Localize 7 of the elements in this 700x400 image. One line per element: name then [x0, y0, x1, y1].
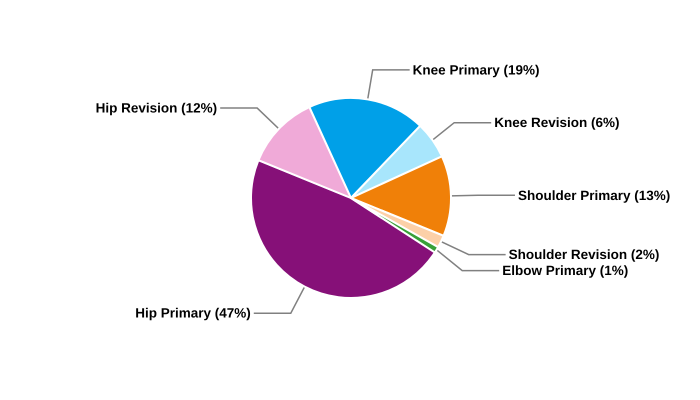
slice-label: Hip Revision (12%)	[96, 100, 218, 116]
slice-label: Elbow Primary (1%)	[502, 263, 628, 278]
slice-label: Knee Primary (19%)	[412, 62, 540, 78]
slice-label: Knee Revision (6%)	[494, 115, 620, 130]
slice-label: Shoulder Revision (2%)	[508, 247, 660, 262]
slice-label: Hip Primary (47%)	[135, 306, 251, 321]
slice-label: Shoulder Primary (13%)	[518, 188, 670, 203]
